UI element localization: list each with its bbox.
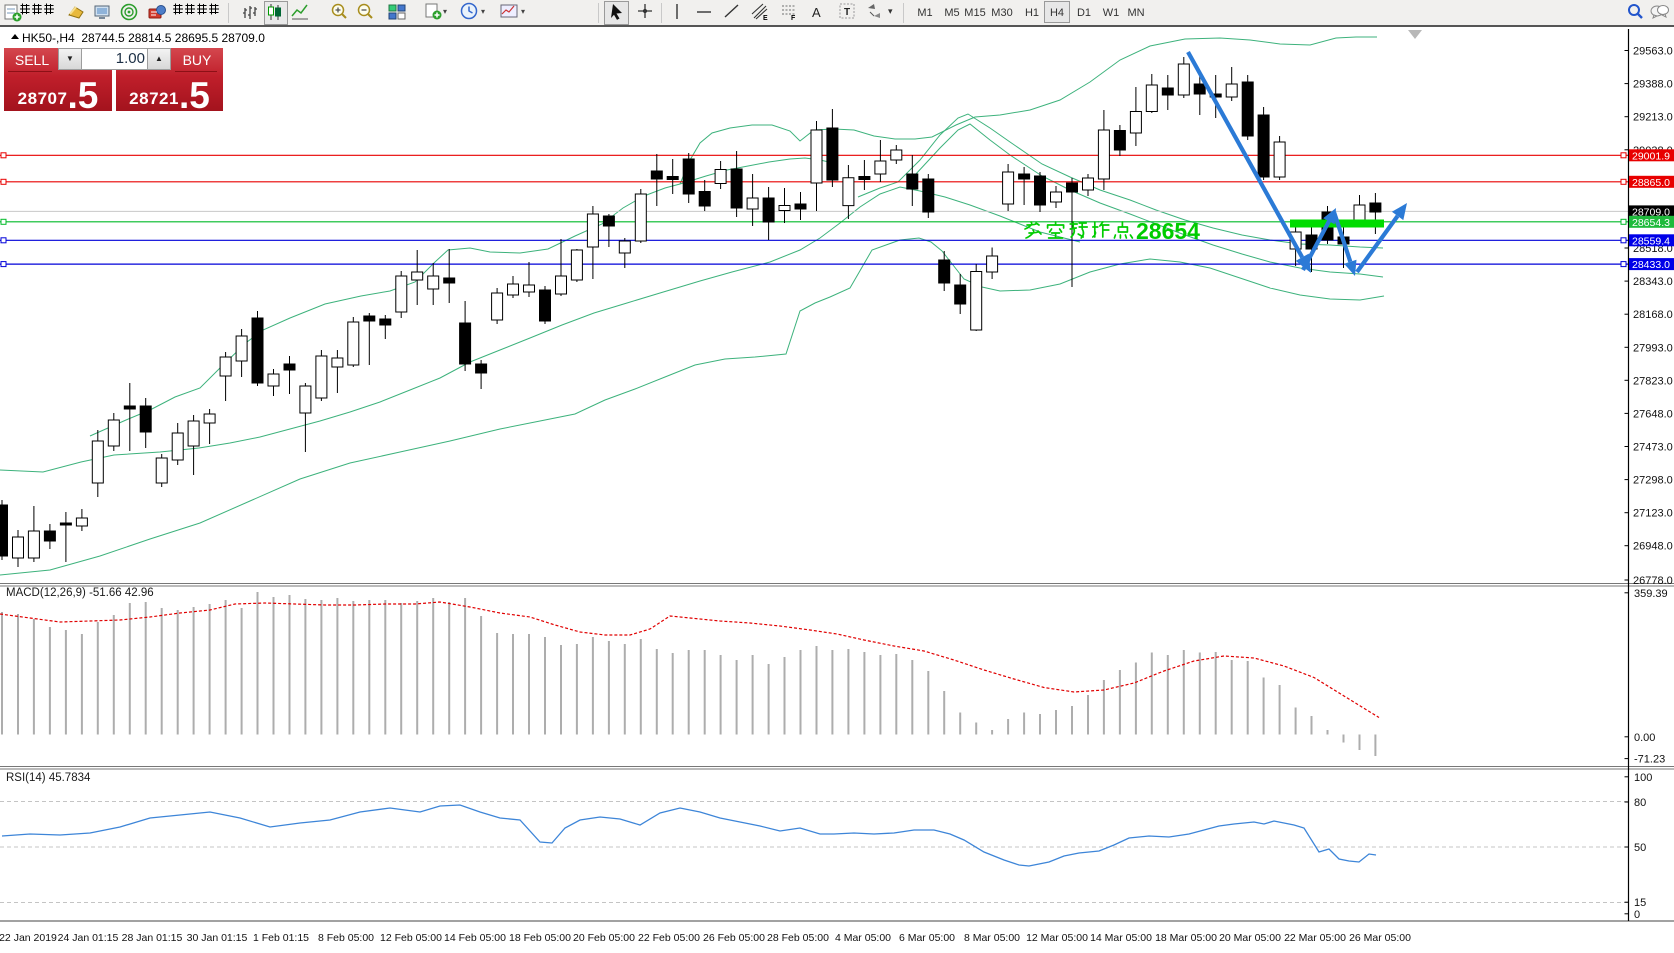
svg-text:80: 80 <box>1634 797 1646 809</box>
svg-text:MACD(12,26,9) -51.66 42.96: MACD(12,26,9) -51.66 42.96 <box>6 587 154 599</box>
svg-text:100: 100 <box>1634 772 1652 784</box>
svg-text:12 Mar 05:00: 12 Mar 05:00 <box>1026 932 1088 944</box>
svg-text:27473.0: 27473.0 <box>1633 442 1673 454</box>
svg-text:26 Feb 05:00: 26 Feb 05:00 <box>703 932 765 944</box>
svg-text:28343.0: 28343.0 <box>1633 276 1673 288</box>
svg-text:22 Feb 05:00: 22 Feb 05:00 <box>638 932 700 944</box>
svg-text:28654.3: 28654.3 <box>1632 217 1670 229</box>
svg-text:29388.0: 29388.0 <box>1633 79 1673 91</box>
svg-text:18 Feb 05:00: 18 Feb 05:00 <box>509 932 571 944</box>
svg-text:28654: 28654 <box>1136 218 1200 244</box>
svg-text:27993.0: 27993.0 <box>1633 342 1673 354</box>
svg-text:T: T <box>844 7 850 18</box>
svg-text:29563.0: 29563.0 <box>1633 46 1673 58</box>
svg-text:359.39: 359.39 <box>1634 588 1668 600</box>
svg-text:20 Mar 05:00: 20 Mar 05:00 <box>1219 932 1281 944</box>
svg-text:RSI(14) 45.7834: RSI(14) 45.7834 <box>6 772 91 784</box>
svg-text:0.00: 0.00 <box>1634 732 1655 744</box>
svg-text:HK50-,H4 28744.5 28814.5 2869: HK50-,H4 28744.5 28814.5 28695.5 28709.0 <box>22 31 265 45</box>
svg-text:29001.9: 29001.9 <box>1632 150 1670 162</box>
svg-text:28 Feb 05:00: 28 Feb 05:00 <box>767 932 829 944</box>
svg-text:29213.0: 29213.0 <box>1633 112 1673 124</box>
svg-text:-71.23: -71.23 <box>1634 754 1665 766</box>
svg-text:12 Feb 05:00: 12 Feb 05:00 <box>380 932 442 944</box>
svg-text:8 Mar 05:00: 8 Mar 05:00 <box>964 932 1020 944</box>
svg-text:22 Jan 2019: 22 Jan 2019 <box>0 932 57 944</box>
svg-text:4 Mar 05:00: 4 Mar 05:00 <box>835 932 891 944</box>
svg-text:6 Mar 05:00: 6 Mar 05:00 <box>899 932 955 944</box>
svg-text:0: 0 <box>1634 909 1640 921</box>
svg-text:1 Feb 01:15: 1 Feb 01:15 <box>253 932 309 944</box>
svg-text:28433.0: 28433.0 <box>1632 259 1670 271</box>
svg-text:15: 15 <box>1634 897 1646 909</box>
svg-text:50: 50 <box>1634 842 1646 854</box>
svg-text:F: F <box>791 15 796 22</box>
svg-text:28559.4: 28559.4 <box>1632 235 1670 247</box>
svg-text:28865.0: 28865.0 <box>1632 177 1670 189</box>
svg-text:26 Mar 05:00: 26 Mar 05:00 <box>1349 932 1411 944</box>
svg-text:22 Mar 05:00: 22 Mar 05:00 <box>1284 932 1346 944</box>
svg-text:14 Feb 05:00: 14 Feb 05:00 <box>444 932 506 944</box>
svg-text:20 Feb 05:00: 20 Feb 05:00 <box>573 932 635 944</box>
svg-text:27123.0: 27123.0 <box>1633 508 1673 520</box>
svg-text:24 Jan 01:15: 24 Jan 01:15 <box>58 932 119 944</box>
svg-text:27823.0: 27823.0 <box>1633 375 1673 387</box>
svg-text:27648.0: 27648.0 <box>1633 408 1673 420</box>
svg-text:18 Mar 05:00: 18 Mar 05:00 <box>1155 932 1217 944</box>
svg-text:E: E <box>763 15 768 22</box>
svg-text:14 Mar 05:00: 14 Mar 05:00 <box>1090 932 1152 944</box>
svg-text:28709.0: 28709.0 <box>1632 206 1670 218</box>
svg-text:28 Jan 01:15: 28 Jan 01:15 <box>122 932 183 944</box>
svg-text:26778.0: 26778.0 <box>1633 575 1673 587</box>
svg-text:28168.0: 28168.0 <box>1633 309 1673 321</box>
svg-text:26948.0: 26948.0 <box>1633 541 1673 553</box>
svg-text:8 Feb 05:00: 8 Feb 05:00 <box>318 932 374 944</box>
svg-text:27298.0: 27298.0 <box>1633 475 1673 487</box>
svg-text:30 Jan 01:15: 30 Jan 01:15 <box>187 932 248 944</box>
